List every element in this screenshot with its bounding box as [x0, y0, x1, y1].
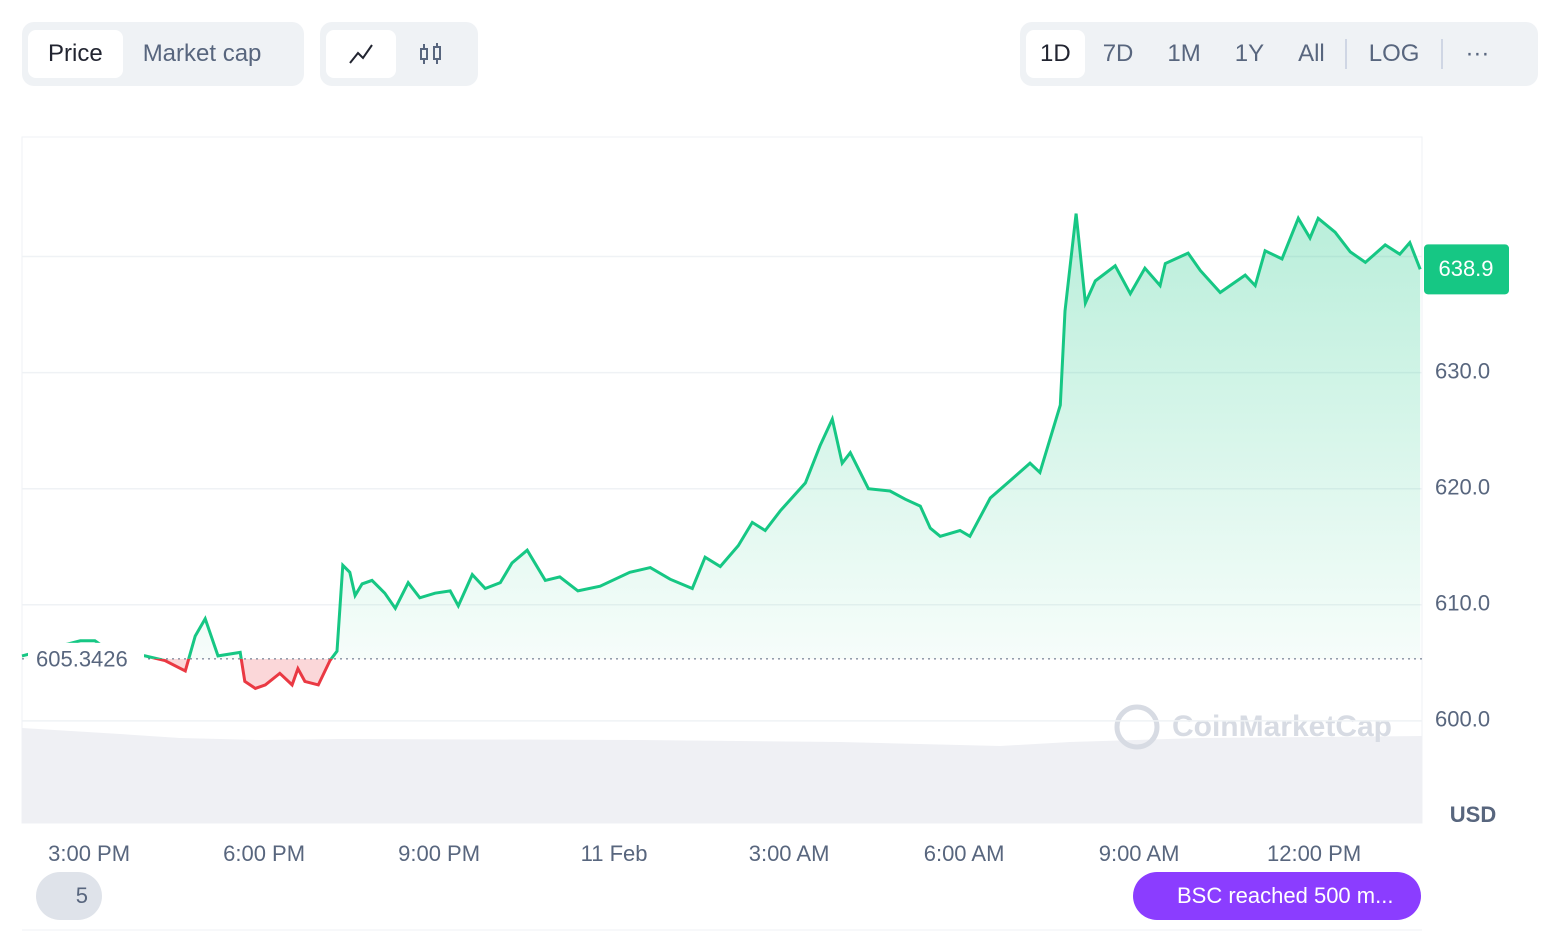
- x-tick-label: 6:00 AM: [924, 841, 1005, 866]
- x-tick-label: 12:00 PM: [1267, 841, 1361, 866]
- currency: USD: [1450, 802, 1496, 827]
- baseline-label: 605.3426: [36, 647, 128, 672]
- history-count: 5: [75, 883, 88, 908]
- candle-icon[interactable]: [396, 30, 466, 78]
- last-value-label: 638.9: [1438, 256, 1493, 281]
- log-toggle[interactable]: LOG: [1368, 40, 1420, 67]
- range[interactable]: 1M: [1167, 40, 1201, 67]
- plot-frame: [21, 136, 1423, 824]
- x-tick-label: 11 Feb: [581, 841, 648, 866]
- y-tick-label: 600.0: [1435, 707, 1490, 732]
- watermark: CoinMarketCap: [1172, 710, 1392, 743]
- range[interactable]: 1Y: [1234, 40, 1265, 67]
- area-up: [22, 213, 1421, 659]
- chart-kind: [320, 22, 478, 86]
- tab[interactable]: Market cap: [142, 40, 262, 67]
- x-tick-label: 9:00 AM: [1099, 841, 1180, 866]
- view-tabs: Price Market cap: [22, 22, 304, 86]
- volume-area: [22, 728, 1422, 823]
- line-icon[interactable]: [326, 30, 396, 78]
- news-pill[interactable]: BSC reached 500 m...: [1133, 872, 1421, 920]
- y-tick-label: 610.0: [1435, 591, 1490, 616]
- y-tick-label: 620.0: [1435, 475, 1490, 500]
- price-line: [21, 213, 1422, 659]
- news-text: BSC reached 500 m...: [1177, 883, 1394, 908]
- y-tick-label: 640.0: [1435, 242, 1490, 267]
- last-value-tag: [1424, 244, 1509, 295]
- watermark-logo: [1114, 704, 1160, 750]
- range[interactable]: 7D: [1102, 40, 1134, 67]
- y-tick-label: 630.0: [1435, 358, 1490, 383]
- more[interactable]: ···: [1465, 40, 1490, 67]
- x-tick-label: 3:00 AM: [749, 841, 830, 866]
- x-tick-label: 3:00 PM: [48, 841, 130, 866]
- area-down: [22, 658, 1421, 689]
- x-tick-label: 6:00 PM: [223, 841, 305, 866]
- range[interactable]: 1D: [1026, 30, 1085, 78]
- tab[interactable]: Price: [28, 30, 123, 78]
- history-badge[interactable]: 5: [36, 872, 102, 920]
- range-tabs: 1D 7D 1M 1Y All LOG ···: [1020, 22, 1538, 86]
- separator: [1344, 39, 1347, 69]
- separator: [1441, 39, 1444, 69]
- baseline-label-bg: [28, 642, 144, 675]
- x-tick-label: 9:00 PM: [398, 841, 480, 866]
- range[interactable]: All: [1298, 40, 1325, 67]
- price-line-down: [151, 658, 334, 691]
